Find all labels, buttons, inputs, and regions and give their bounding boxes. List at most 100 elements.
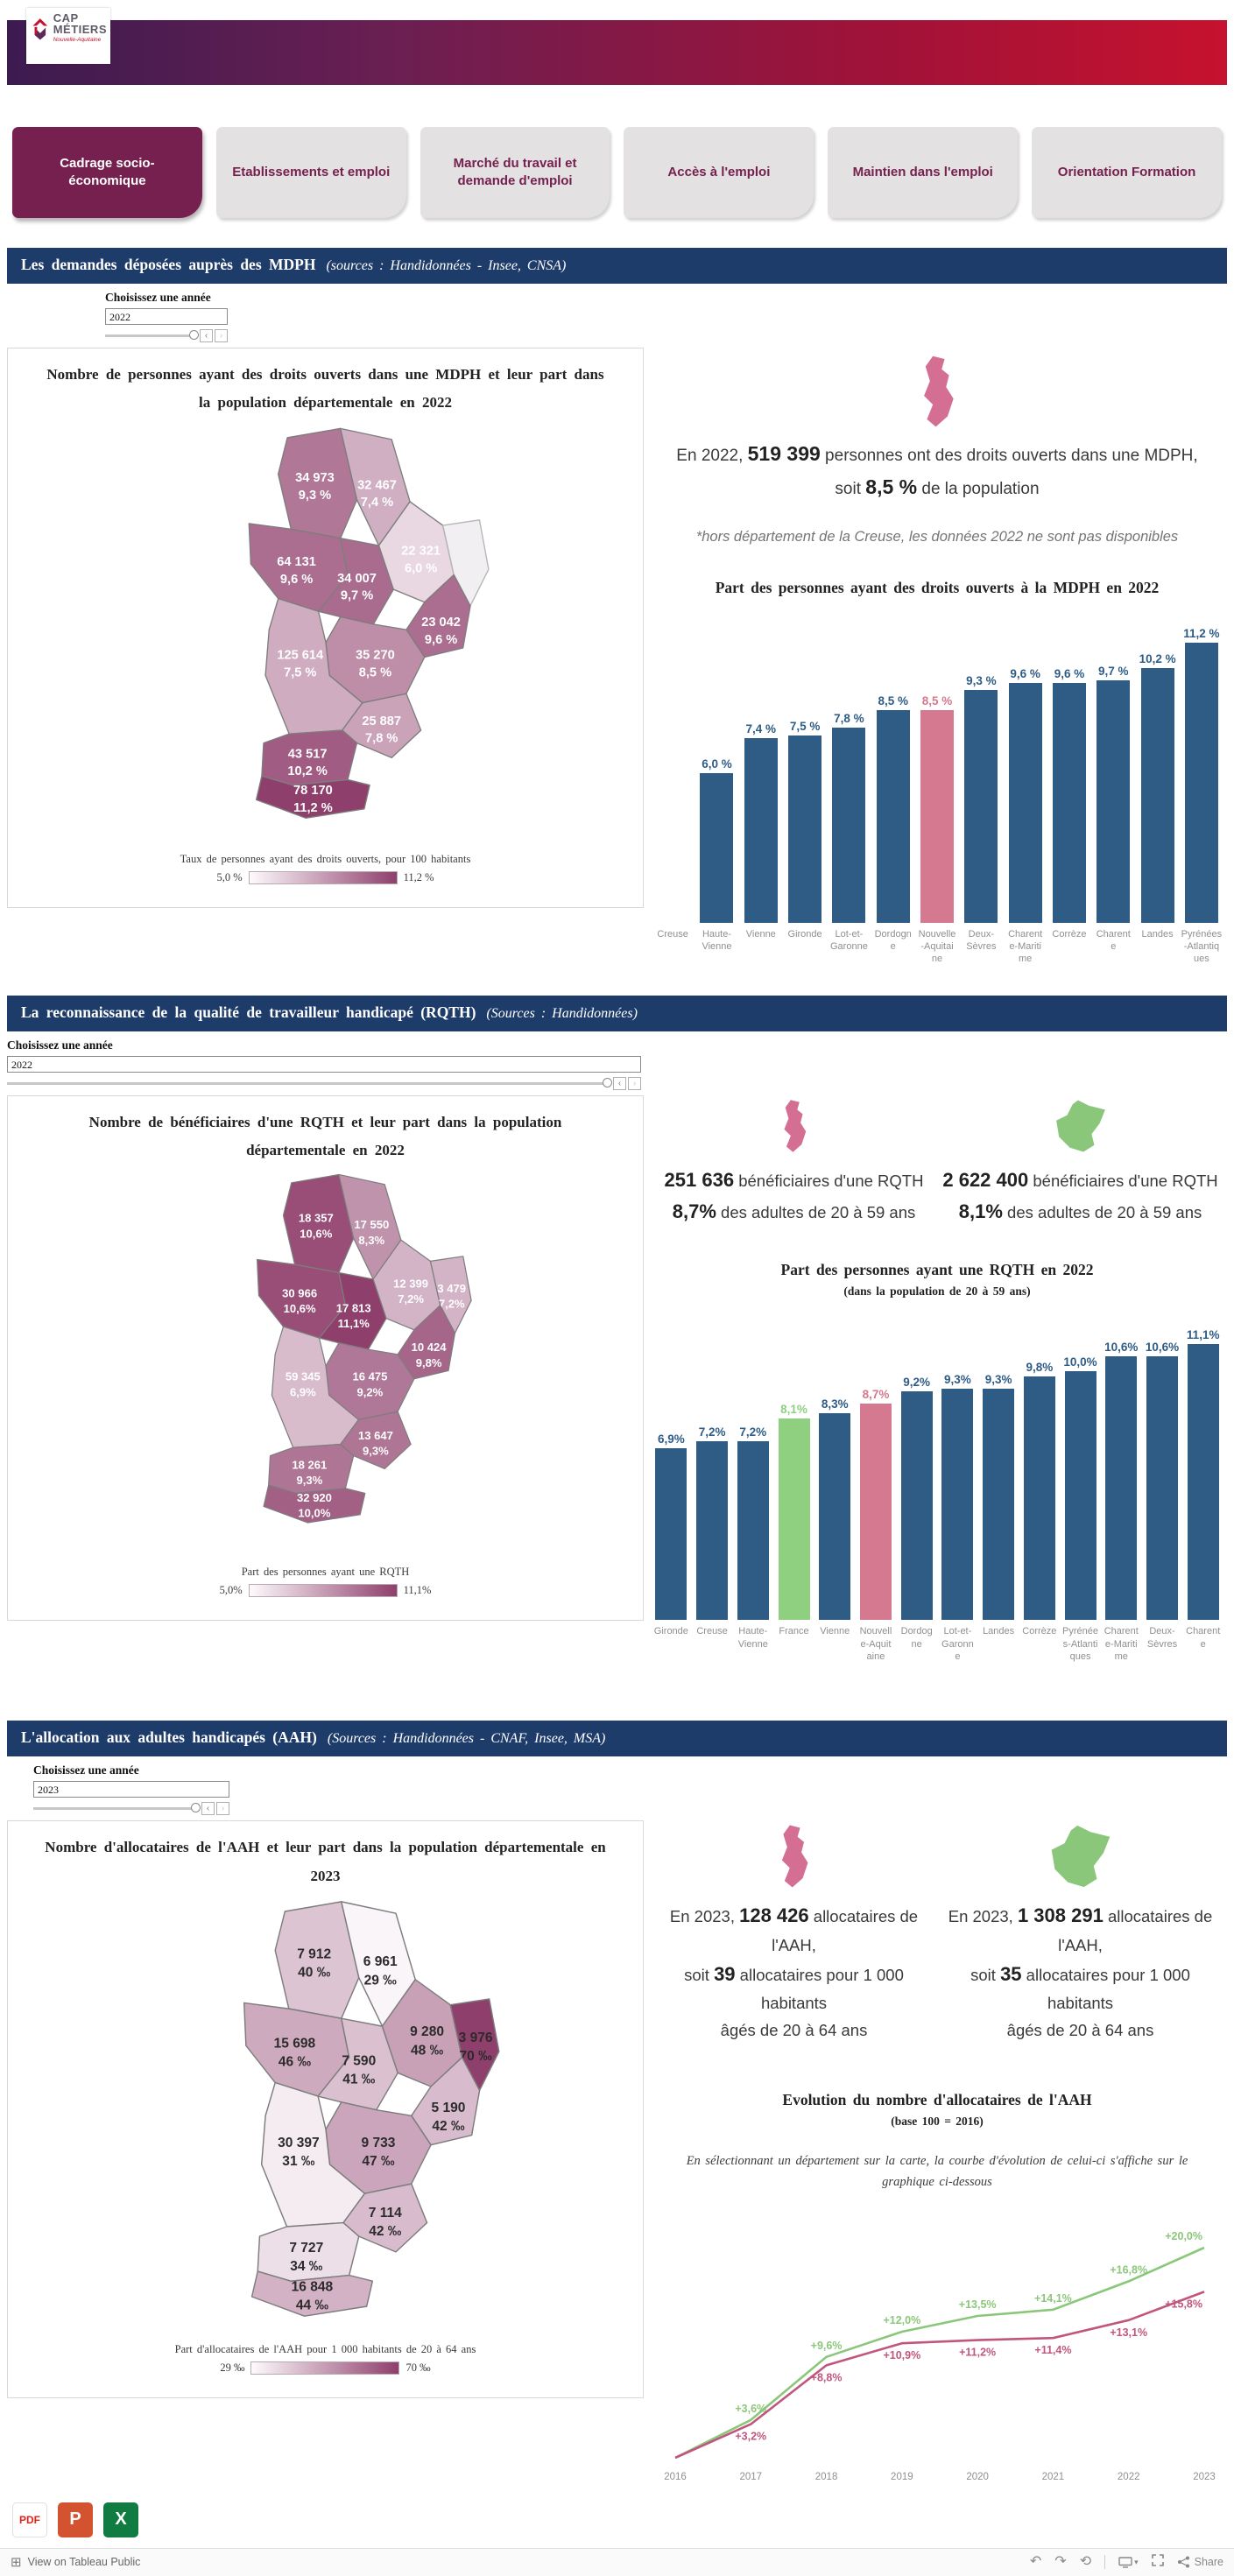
- stat-line: 8,1% des adultes de 20 à 59 ans: [958, 1200, 1202, 1223]
- reset-icon[interactable]: ⟲: [1079, 2554, 1092, 2570]
- tab-acces-a-l-emploi[interactable]: Accès à l'emploi: [624, 127, 814, 218]
- map-label-creuse-value: 3 976: [458, 2031, 492, 2045]
- view-on-tableau-link[interactable]: ⊞ View on Tableau Public: [11, 2554, 140, 2570]
- point-label-france-2019: +12,0%: [883, 2314, 920, 2326]
- bar-column-haute-vienne: 6,0 %: [695, 757, 738, 923]
- device-layout-icon[interactable]: ▾: [1118, 2557, 1139, 2568]
- slider-next-button[interactable]: ›: [215, 329, 228, 342]
- mdph-key-figure: En 2022, 519 399 personnes ont des droit…: [651, 438, 1223, 504]
- bar-charente[interactable]: [1187, 1344, 1219, 1621]
- export-excel-button[interactable]: X: [103, 2502, 138, 2537]
- map-region-pyrenees-atlantiques[interactable]: [255, 775, 370, 819]
- year-input[interactable]: 2022: [105, 308, 228, 325]
- map-region-charente[interactable]: [317, 537, 394, 625]
- year-slider[interactable]: ‹ ›: [33, 1801, 229, 1816]
- bar-dordogne[interactable]: [900, 1391, 933, 1621]
- bar-column-correze: 9,8%: [1019, 1361, 1060, 1621]
- bar-france[interactable]: [778, 1418, 810, 1621]
- tab-cadrage-socio-economique[interactable]: Cadrage socio-économique: [12, 127, 202, 218]
- line-series-france[interactable]: [674, 2246, 1205, 2459]
- bar-dordogne[interactable]: [876, 709, 910, 923]
- map-label-landes-pct: 34 ‰: [290, 2259, 323, 2274]
- bar-charente[interactable]: [1096, 679, 1131, 923]
- axis-label-correze: Corrèze: [1022, 1626, 1057, 1637]
- bar-charente-maritime[interactable]: [1008, 682, 1042, 923]
- map-region-creuse[interactable]: [441, 518, 490, 607]
- map-label-haute-vienne-pct: 48 ‰: [410, 2043, 443, 2058]
- x-axis-label-2016: 2016: [664, 2472, 687, 2482]
- slider-next-button[interactable]: ›: [628, 1076, 641, 1090]
- slider-handle[interactable]: [603, 1077, 612, 1087]
- bar-nouvelle-aquitaine[interactable]: [859, 1404, 892, 1621]
- map-label-landes-value: 7 727: [289, 2241, 323, 2256]
- bar-haute-vienne[interactable]: [737, 1441, 769, 1621]
- slider-track[interactable]: [105, 334, 194, 337]
- tab-etablissements-et-emploi[interactable]: Etablissements et emploi: [215, 127, 406, 218]
- aah-chart-subtitle: (base 100 = 2016): [891, 2115, 984, 2129]
- bar-correze[interactable]: [1023, 1376, 1055, 1621]
- map-label-dordogne-pct: 9,2%: [356, 1386, 383, 1399]
- bar-column-nouvelle-aquitaine: 8,7%: [856, 1388, 897, 1621]
- year-input[interactable]: 2023: [33, 1781, 229, 1798]
- bar-landes[interactable]: [1140, 667, 1174, 923]
- bar-lot-et-garonne[interactable]: [941, 1389, 974, 1621]
- bar-vienne[interactable]: [744, 737, 778, 923]
- bar-value-label: 7,2%: [739, 1425, 767, 1439]
- tab-marche-du-travail-et-demande-d-emploi[interactable]: Marché du travail et demande d'emploi: [420, 127, 610, 218]
- redo-icon[interactable]: ↷: [1054, 2554, 1067, 2570]
- map-region-creuse[interactable]: [429, 1256, 472, 1334]
- tab-orientation-formation[interactable]: Orientation Formation: [1032, 127, 1222, 218]
- map-label-deux-sevres-value: 18 357: [298, 1212, 333, 1225]
- bar-pyrenees-atlantiques[interactable]: [1064, 1371, 1096, 1621]
- map-region-charente[interactable]: [318, 1272, 387, 1351]
- export-pdf-button[interactable]: PDF: [12, 2502, 47, 2537]
- map-region-creuse[interactable]: [449, 1998, 499, 2092]
- bar-correze[interactable]: [1052, 682, 1086, 923]
- map-label-deux-sevres-pct: 9,3 %: [298, 488, 330, 502]
- year-slider[interactable]: ‹ ›: [7, 1076, 641, 1090]
- bar-deux-sevres[interactable]: [1146, 1356, 1178, 1621]
- bar-nouvelle-aquitaine[interactable]: [920, 709, 955, 923]
- bar-vienne[interactable]: [819, 1413, 851, 1621]
- bar-haute-vienne[interactable]: [700, 772, 734, 923]
- bar-column-vienne: 7,4 %: [739, 722, 783, 923]
- map-region-pyrenees-atlantiques[interactable]: [262, 1484, 365, 1524]
- fullscreen-icon[interactable]: [1151, 2554, 1164, 2570]
- stat-line: soit 39 allocataires pour 1 000 habitant…: [684, 1963, 904, 2013]
- bar-creuse[interactable]: [696, 1441, 729, 1621]
- map-label-gironde-value: 30 397: [278, 2136, 320, 2150]
- bar-value-label: 9,8%: [1026, 1361, 1054, 1375]
- bar-lot-et-garonne[interactable]: [832, 727, 866, 923]
- map-label-correze-pct: 9,8%: [415, 1356, 441, 1369]
- year-input[interactable]: 2022: [7, 1055, 641, 1073]
- slider-track[interactable]: [33, 1807, 196, 1811]
- slider-track[interactable]: [7, 1081, 608, 1085]
- map-label-pyrenees-atlantiques-pct: 44 ‰: [295, 2298, 328, 2312]
- map-label-deux-sevres-value: 7 912: [297, 1946, 331, 1961]
- aah-choropleth-map: 7 912 40 ‰ 6 961 29 ‰ 15 698 46 ‰ 7 590 41 ‰ 9 2…: [243, 1901, 499, 2317]
- share-button[interactable]: Share: [1177, 2556, 1223, 2568]
- tab-maintien-dans-l-emploi[interactable]: Maintien dans l'emploi: [828, 127, 1019, 218]
- map-region-charente[interactable]: [316, 2017, 398, 2111]
- undo-icon[interactable]: ↶: [1029, 2554, 1042, 2570]
- legend-max: 11,1%: [403, 1583, 432, 1596]
- bar-landes[interactable]: [983, 1389, 1015, 1621]
- bar-gironde[interactable]: [655, 1448, 688, 1621]
- bar-gironde[interactable]: [788, 735, 822, 923]
- bar-charente-maritime[interactable]: [1105, 1356, 1138, 1621]
- export-powerpoint-button[interactable]: P: [58, 2502, 93, 2537]
- slider-prev-button[interactable]: ‹: [613, 1076, 626, 1090]
- stat-line: 251 636 bénéficiaires d'une RQTH: [664, 1168, 924, 1191]
- bar-value-label: 6,9%: [657, 1432, 685, 1446]
- slider-next-button[interactable]: ›: [216, 1802, 229, 1816]
- map-region-pyrenees-atlantiques[interactable]: [250, 2270, 373, 2317]
- rqth-key-figures: 251 636 bénéficiaires d'une RQTH 8,7% des…: [651, 1099, 1223, 1228]
- bar-pyrenees-atlantiques[interactable]: [1184, 642, 1218, 923]
- slider-handle[interactable]: [191, 1803, 201, 1813]
- year-slider[interactable]: ‹ ›: [105, 328, 228, 342]
- slider-prev-button[interactable]: ‹: [200, 329, 213, 342]
- slider-handle[interactable]: [189, 330, 199, 340]
- bar-deux-sevres[interactable]: [964, 689, 998, 923]
- slider-prev-button[interactable]: ‹: [201, 1802, 215, 1816]
- map-label-deux-sevres-pct: 40 ‰: [298, 1965, 331, 1980]
